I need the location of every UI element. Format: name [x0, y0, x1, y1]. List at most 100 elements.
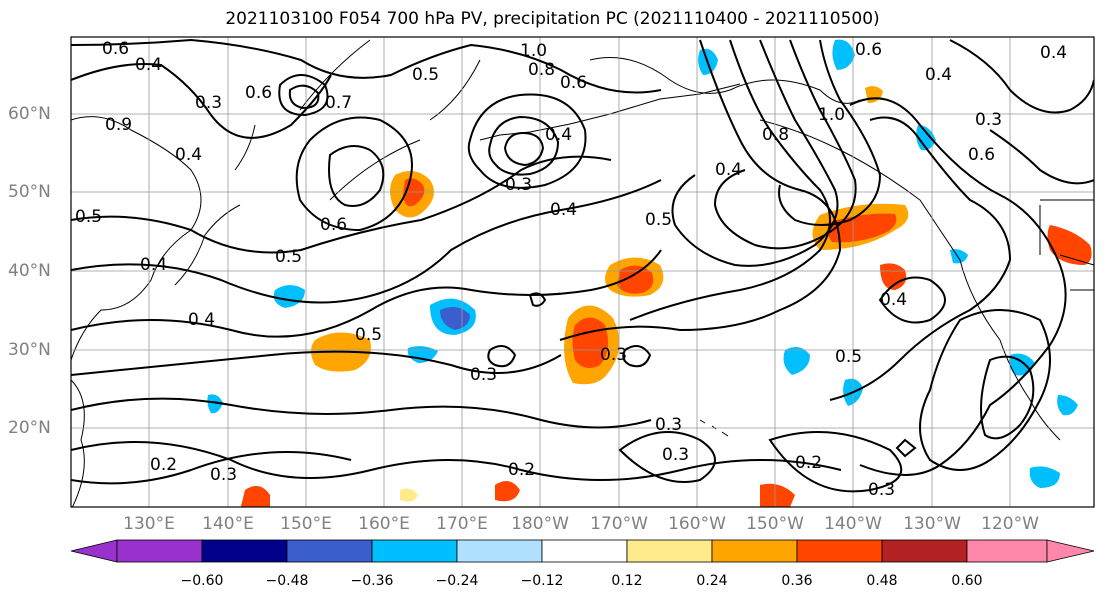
contour-label: 0.6 — [320, 215, 347, 235]
contour-label: 0.5 — [645, 210, 672, 230]
contour-label: 0.8 — [528, 60, 555, 80]
colorbar-segment — [796, 539, 883, 563]
contour-label: 0.3 — [505, 175, 532, 195]
pv-contour — [295, 116, 413, 232]
lat-label: 40°N — [8, 261, 51, 281]
precip-negative-patch — [916, 125, 936, 151]
contour-label: 0.6 — [102, 39, 129, 59]
pv-contour — [71, 451, 352, 485]
pv-contour — [919, 309, 1051, 471]
colorbar-segment — [966, 539, 1048, 563]
hawaii-islands — [699, 419, 729, 437]
lon-label: 130°E — [123, 514, 175, 534]
lon-label: 150°E — [280, 514, 332, 534]
pv-contour — [559, 39, 842, 341]
lon-label: 140°E — [202, 514, 254, 534]
colorbar-extend-low — [70, 539, 118, 563]
colorbar-tick-label: −0.24 — [435, 573, 479, 589]
colorbar — [70, 539, 1095, 563]
pv-contour — [71, 350, 562, 376]
precip-negative-patch — [440, 306, 470, 330]
pv-contour — [71, 38, 662, 94]
colorbar-tick-label: 0.24 — [696, 573, 728, 589]
lon-label: 140°W — [824, 514, 882, 534]
contour-label: 0.3 — [868, 480, 895, 500]
pv-contour — [713, 39, 857, 250]
colorbar-segment — [541, 539, 628, 563]
contour-label: 1.0 — [818, 105, 845, 125]
colorbar-segment — [201, 539, 288, 563]
lon-label: 170°E — [436, 514, 488, 534]
contour-label: 0.5 — [75, 207, 102, 227]
colorbar-segment — [626, 539, 713, 563]
map-frame — [70, 36, 1095, 508]
pv-contour — [622, 345, 652, 368]
precip-negative-patch — [1057, 395, 1078, 416]
pv-contour — [71, 441, 842, 481]
contour-label: 0.3 — [975, 110, 1002, 130]
contour-label: 0.4 — [175, 145, 202, 165]
contour-label: 0.7 — [325, 93, 352, 113]
pv-contour — [71, 249, 662, 338]
colorbar-tick-label: 0.36 — [781, 573, 813, 589]
contour-label: 0.3 — [662, 445, 689, 465]
contour-label: 0.2 — [795, 453, 822, 473]
pv-contour — [849, 97, 1067, 476]
pv-contour — [71, 63, 332, 139]
pv-contour — [488, 115, 560, 176]
precip-positive-patch — [495, 481, 520, 502]
contour-label: 0.6 — [968, 145, 995, 165]
contour-label: 0.3 — [210, 465, 237, 485]
pv-contour — [278, 74, 329, 117]
contour-label: 0.5 — [835, 347, 862, 367]
pv-contour — [618, 431, 716, 483]
pv-contour — [878, 276, 946, 324]
pv-contour — [949, 39, 1094, 114]
japan-coastline — [174, 124, 256, 286]
lon-label: 150°W — [746, 514, 804, 534]
lon-label: 130°W — [903, 514, 961, 534]
colorbar-segment — [286, 539, 373, 563]
aleutian-islands — [479, 83, 741, 141]
lon-label: 120°W — [981, 514, 1039, 534]
colorbar-tick-label: −0.60 — [180, 573, 224, 589]
pv-contour — [671, 39, 839, 267]
pv-contour — [980, 355, 1035, 440]
contour-label: 0.4 — [140, 255, 167, 275]
precip-positive-patch — [1047, 225, 1092, 265]
pv-contour — [71, 397, 652, 429]
pv-contours — [71, 38, 1094, 493]
contour-label: 0.5 — [275, 247, 302, 267]
colorbar-tick-label: −0.12 — [520, 573, 564, 589]
pv-contour — [288, 84, 320, 110]
contour-label: 0.4 — [715, 160, 742, 180]
contour-label: 0.2 — [508, 460, 535, 480]
pv-contour — [768, 431, 903, 493]
precip-negative-patch — [950, 249, 968, 264]
precip-negative-patch — [783, 346, 810, 375]
pv-contour — [778, 39, 882, 226]
contour-label: 0.8 — [762, 125, 789, 145]
precip-positive-patch — [400, 488, 418, 502]
contour-label: 0.3 — [470, 365, 497, 385]
colorbar-tick-label: −0.48 — [265, 573, 309, 589]
pv-contour — [71, 179, 662, 304]
precip-positive-patch — [880, 263, 907, 290]
pv-contour — [487, 345, 517, 368]
lon-label: 170°W — [590, 514, 648, 534]
colorbar-segment — [371, 539, 458, 563]
contour-label: 0.4 — [1040, 43, 1067, 63]
contour-label: 0.5 — [412, 65, 439, 85]
alaska-coastline — [589, 57, 1061, 441]
contour-label: 0.4 — [135, 55, 162, 75]
contour-label: 0.2 — [150, 455, 177, 475]
contour-label: 1.0 — [520, 41, 547, 61]
contour-label: 0.4 — [188, 310, 215, 330]
contour-label: 0.3 — [195, 93, 222, 113]
contour-labels: 0.6 0.4 0.3 0.6 0.7 0.5 1.0 0.8 0.6 0.9 … — [75, 39, 1067, 500]
contour-label: 0.4 — [545, 125, 572, 145]
precip-negative-patch — [1029, 466, 1060, 488]
map-area — [71, 37, 1094, 507]
precip-negative-patch — [832, 39, 855, 70]
colorbar-tick-label: 0.12 — [611, 573, 643, 589]
